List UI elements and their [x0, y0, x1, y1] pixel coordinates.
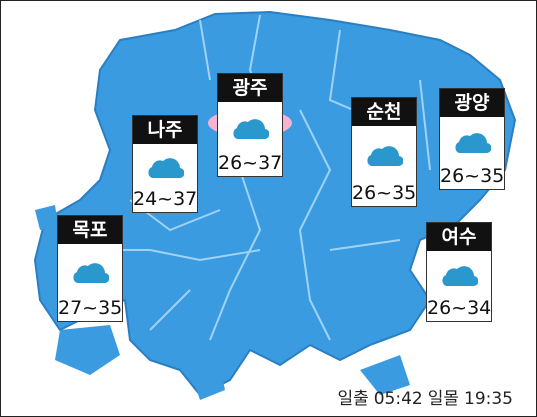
island: [360, 355, 410, 395]
city-temp: 24~37: [133, 188, 198, 210]
city-temp: 27~35: [58, 297, 123, 319]
city-name: 나주: [133, 116, 197, 144]
cloud-icon: [455, 133, 491, 154]
city-name: 광주: [218, 74, 282, 102]
island: [55, 325, 120, 375]
cloud-icon: [148, 158, 184, 179]
cloud-icon: [233, 119, 269, 140]
city-box: 여수 26~34: [426, 222, 492, 322]
city-name: 목포: [58, 216, 122, 244]
city-name: 광양: [440, 89, 504, 117]
island: [35, 205, 58, 230]
city-name: 여수: [427, 223, 491, 251]
city-box: 광양 26~35: [439, 88, 505, 190]
sunrise-label: 일출: [337, 389, 369, 409]
cloud-icon: [73, 262, 109, 283]
city-temp: 26~35: [352, 182, 417, 204]
island: [190, 365, 225, 400]
city-box: 광주 26~37: [217, 73, 283, 177]
sunset: 19:35: [464, 389, 513, 409]
sun-times: 일출 05:42 일몰 19:35: [332, 384, 513, 409]
city-name: 순천: [352, 98, 416, 126]
city-temp: 26~35: [440, 165, 505, 187]
city-temp: 26~37: [218, 152, 283, 174]
cloud-icon: [367, 146, 403, 167]
city-box: 목포 27~35: [57, 215, 123, 322]
sunset-label: 일몰: [427, 389, 459, 409]
cloud-icon: [442, 266, 478, 287]
city-temp: 26~34: [427, 297, 492, 319]
city-box: 순천 26~35: [351, 97, 417, 207]
sunrise: 05:42: [373, 389, 423, 409]
city-box: 나주 24~37: [132, 115, 198, 213]
